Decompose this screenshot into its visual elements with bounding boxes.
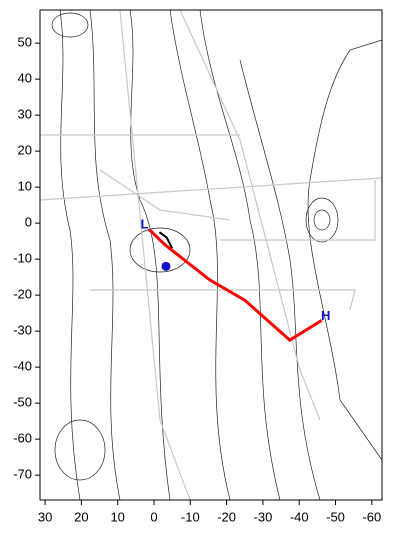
track xyxy=(99,169,231,221)
contour xyxy=(51,12,89,38)
annotation: H xyxy=(321,308,330,323)
contour xyxy=(313,209,331,231)
x-tick-label: -20 xyxy=(217,509,236,524)
track xyxy=(90,289,356,311)
contour xyxy=(54,419,106,481)
x-tick-label: 10 xyxy=(110,509,124,524)
y-tick-label: -20 xyxy=(13,287,32,302)
contour xyxy=(129,10,171,500)
y-tick-label: -10 xyxy=(13,251,32,266)
contour xyxy=(199,10,281,500)
y-tick-label: 40 xyxy=(18,71,32,86)
y-tick-label: -40 xyxy=(13,359,32,374)
y-tick-label: -50 xyxy=(13,395,32,410)
y-tick-label: -60 xyxy=(13,431,32,446)
contour xyxy=(305,197,339,243)
track-line xyxy=(147,228,323,343)
x-tick-label: -50 xyxy=(326,509,345,524)
contour xyxy=(89,10,121,500)
y-tick-label: 20 xyxy=(18,143,32,158)
track-line xyxy=(158,231,174,249)
contour xyxy=(129,227,191,273)
plot-frame xyxy=(39,9,383,501)
y-tick-label: 10 xyxy=(18,179,32,194)
y-tick-label: 0 xyxy=(25,215,32,230)
y-tick-label: 50 xyxy=(18,35,32,50)
y-tick-label: 30 xyxy=(18,107,32,122)
x-tick-label: -10 xyxy=(181,509,200,524)
contour xyxy=(307,39,382,461)
track xyxy=(179,10,321,421)
annotation: L xyxy=(141,217,149,232)
contour xyxy=(169,10,231,500)
y-tick-label: -30 xyxy=(13,323,32,338)
track xyxy=(40,177,382,201)
y-tick-label: -70 xyxy=(13,467,32,482)
x-tick-label: -60 xyxy=(362,509,381,524)
x-tick-label: 0 xyxy=(150,509,157,524)
terrain xyxy=(40,10,382,500)
track xyxy=(220,180,376,241)
contour xyxy=(59,10,81,500)
track xyxy=(119,10,191,500)
contour xyxy=(239,59,321,500)
x-tick-label: -40 xyxy=(290,509,309,524)
x-tick-label: -30 xyxy=(254,509,273,524)
x-tick-label: 30 xyxy=(38,509,52,524)
point xyxy=(161,261,171,271)
x-tick-label: 20 xyxy=(74,509,88,524)
